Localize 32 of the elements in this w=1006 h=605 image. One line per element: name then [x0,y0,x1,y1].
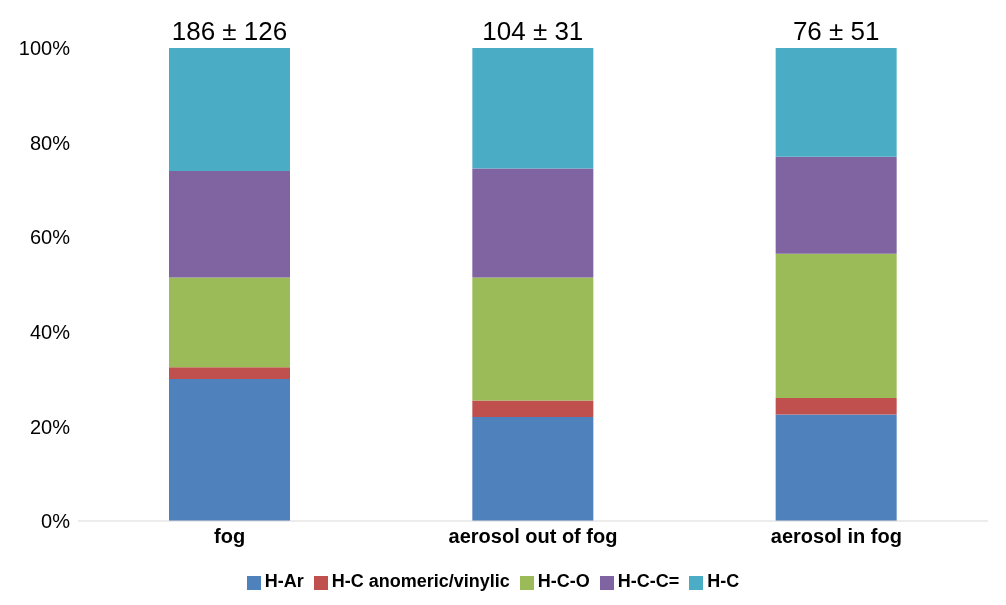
bar [169,367,290,380]
legend-label: H-C [707,571,740,591]
bar [472,416,594,521]
bar [775,253,897,399]
bar [472,400,594,417]
bar [472,48,594,169]
total-label: 104 ± 31 [482,16,584,46]
bar [169,379,290,521]
y-tick-label: 80% [29,131,71,154]
bar [472,168,594,278]
legend-label: H-C-C= [617,571,680,591]
y-tick-label: 20% [29,415,71,438]
bar [169,277,290,368]
legend-label: H-C anomeric/vinylic [331,571,510,591]
y-tick-label: 100% [18,37,71,60]
bar [775,414,897,521]
bar [169,48,290,171]
bar [169,170,290,278]
bar [775,156,897,254]
bar [472,277,594,401]
y-tick-label: 0% [41,510,71,533]
bar [775,48,897,157]
legend-label: H-C-O [537,571,590,591]
x-tick-label: aerosol out of fog [448,525,618,548]
y-tick-label: 60% [29,226,71,249]
bar [775,398,897,415]
x-tick-label: aerosol in fog [770,525,902,548]
x-tick-label: fog [214,525,246,548]
total-label: 76 ± 51 [792,16,880,46]
y-tick-label: 40% [29,320,71,343]
total-label: 186 ± 126 [171,16,288,46]
legend-label: H-Ar [264,571,304,591]
